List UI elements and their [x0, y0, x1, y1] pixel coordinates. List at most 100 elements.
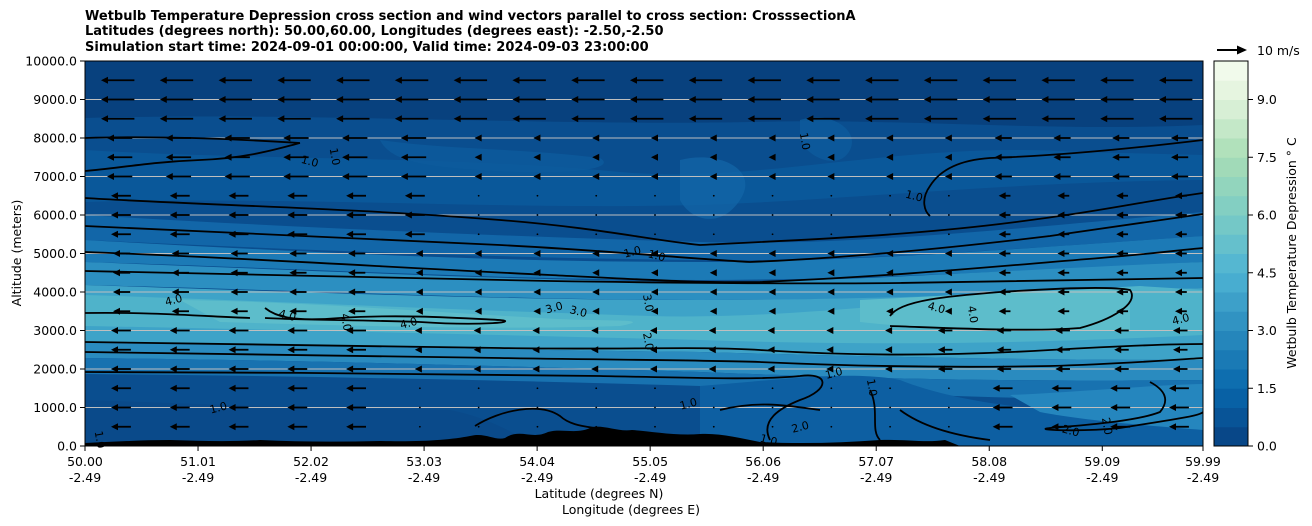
wind-vector-head: [111, 327, 118, 334]
chart-title-line2: Latitudes (degrees north): 50.00,60.00, …: [85, 24, 664, 39]
colorbar-label: Wetbulb Temperature Depression ° C: [1284, 137, 1299, 369]
wind-vector-head: [592, 307, 600, 315]
colorbar-segment: [1214, 176, 1248, 197]
wind-vector-head: [1057, 211, 1065, 219]
wind-vector-head: [532, 346, 540, 354]
contour-label: 3.0: [568, 303, 588, 320]
wind-vector-head: [1114, 346, 1122, 354]
wind-vector-head: [230, 307, 238, 315]
wind-vector-head: [1100, 96, 1108, 103]
x-tick-label-lat: 59.09: [1084, 454, 1120, 469]
wind-vector: [830, 387, 833, 390]
wind-vector-head: [159, 96, 167, 103]
wind-vector: [771, 214, 774, 216]
x-tick-label-lon: -2.49: [69, 470, 101, 485]
wind-vector-head: [630, 96, 637, 103]
x-tick-label-lon: -2.49: [1086, 470, 1118, 485]
wind-vector-head: [394, 115, 402, 123]
wind-vector-head: [415, 307, 423, 315]
wind-vector-head: [994, 134, 1002, 142]
contour-label: 1.0: [327, 147, 343, 166]
wind-vector: [830, 214, 833, 216]
wind-vector-head: [826, 346, 834, 354]
wind-vector-head: [944, 269, 952, 277]
wind-vector-head: [346, 327, 354, 334]
contour-label: 4.0: [399, 315, 419, 332]
wind-vector-head: [1112, 153, 1120, 161]
wind-vector: [418, 425, 421, 428]
wind-vector-head: [107, 134, 114, 142]
wind-vector-head: [346, 423, 354, 431]
y-axis-label: Altitude (meters): [9, 200, 24, 307]
wind-vector-head: [998, 307, 1006, 315]
wind-vector-head: [171, 269, 179, 277]
wind-vector-head: [512, 76, 520, 84]
wind-vector-head: [992, 384, 1000, 392]
wind-vector-head: [415, 269, 423, 277]
wind-vector-head: [287, 365, 295, 373]
contour-label: 1.0: [300, 153, 320, 170]
y-tick-label: 0.0: [57, 439, 77, 454]
wind-vector-head: [228, 327, 236, 334]
wind-vector-head: [342, 173, 350, 180]
x-axis-label-lat: Latitude (degrees N): [535, 486, 664, 501]
chart-title-line1: Wetbulb Temperature Depression cross sec…: [85, 9, 856, 24]
wind-vector-head: [228, 384, 236, 392]
quiver-key-label: 10 m/s: [1257, 43, 1300, 58]
wind-vector-head: [512, 115, 520, 123]
colorbar-segment: [1214, 369, 1248, 389]
wind-vector-head: [111, 423, 118, 431]
wind-vector-head: [592, 288, 600, 296]
wind-vector-head: [937, 346, 945, 354]
wind-vector: [536, 233, 539, 236]
wind-vector-head: [1057, 307, 1065, 315]
wind-vector: [536, 406, 539, 409]
horizontal-grid: [85, 99, 1203, 408]
wind-vector-head: [171, 288, 179, 296]
wind-vector-head: [1159, 76, 1166, 84]
wind-vector-head: [1175, 307, 1182, 315]
wind-vector-head: [982, 76, 990, 84]
wind-vector-head: [1057, 269, 1065, 277]
wind-vector-head: [885, 346, 893, 354]
wind-vector-head: [169, 384, 177, 392]
wind-vector-head: [886, 250, 894, 257]
wind-vector-head: [1112, 173, 1120, 180]
y-tick-label: 3000.0: [33, 323, 77, 338]
wind-vector-head: [806, 76, 814, 84]
wind-vector-head: [1175, 230, 1182, 238]
wind-vector: [654, 406, 656, 409]
wind-vector-head: [1053, 134, 1061, 142]
wind-vector-head: [767, 327, 775, 334]
wind-vector-head: [346, 192, 354, 200]
wind-vector-head: [101, 76, 108, 84]
wind-vector-head: [1116, 211, 1124, 219]
wind-vector-head: [982, 96, 990, 103]
wind-vector-head: [592, 250, 600, 257]
wind-vector-head: [165, 173, 173, 180]
wind-vector-head: [277, 76, 285, 84]
contour-label: 1.0: [904, 188, 924, 205]
x-tick-label-lat: 59.99: [1185, 454, 1221, 469]
x-tick-label-lon: -2.49: [295, 470, 327, 485]
wind-vector-head: [708, 365, 716, 373]
wind-vector-head: [709, 134, 717, 142]
wind-vector-head: [886, 288, 894, 296]
wind-vector: [771, 425, 774, 428]
wind-vector-head: [1112, 134, 1120, 142]
wind-vector: [477, 194, 480, 197]
wind-vector-head: [289, 307, 297, 315]
wind-vector-head: [532, 327, 540, 334]
wind-vector-head: [944, 134, 952, 142]
wind-vector-head: [592, 269, 600, 277]
y-tick-label: 8000.0: [33, 131, 77, 146]
colorbar-tick-label: 3.0: [1257, 323, 1277, 338]
wind-vector-head: [591, 327, 599, 334]
wind-vector-head: [1057, 250, 1065, 257]
wind-vector-head: [1169, 404, 1176, 411]
wind-vector-head: [287, 384, 295, 392]
wind-vector-head: [998, 288, 1006, 296]
wind-vector-head: [996, 346, 1004, 354]
wind-vector-head: [224, 153, 232, 161]
contour-label: 1.0: [758, 432, 778, 449]
